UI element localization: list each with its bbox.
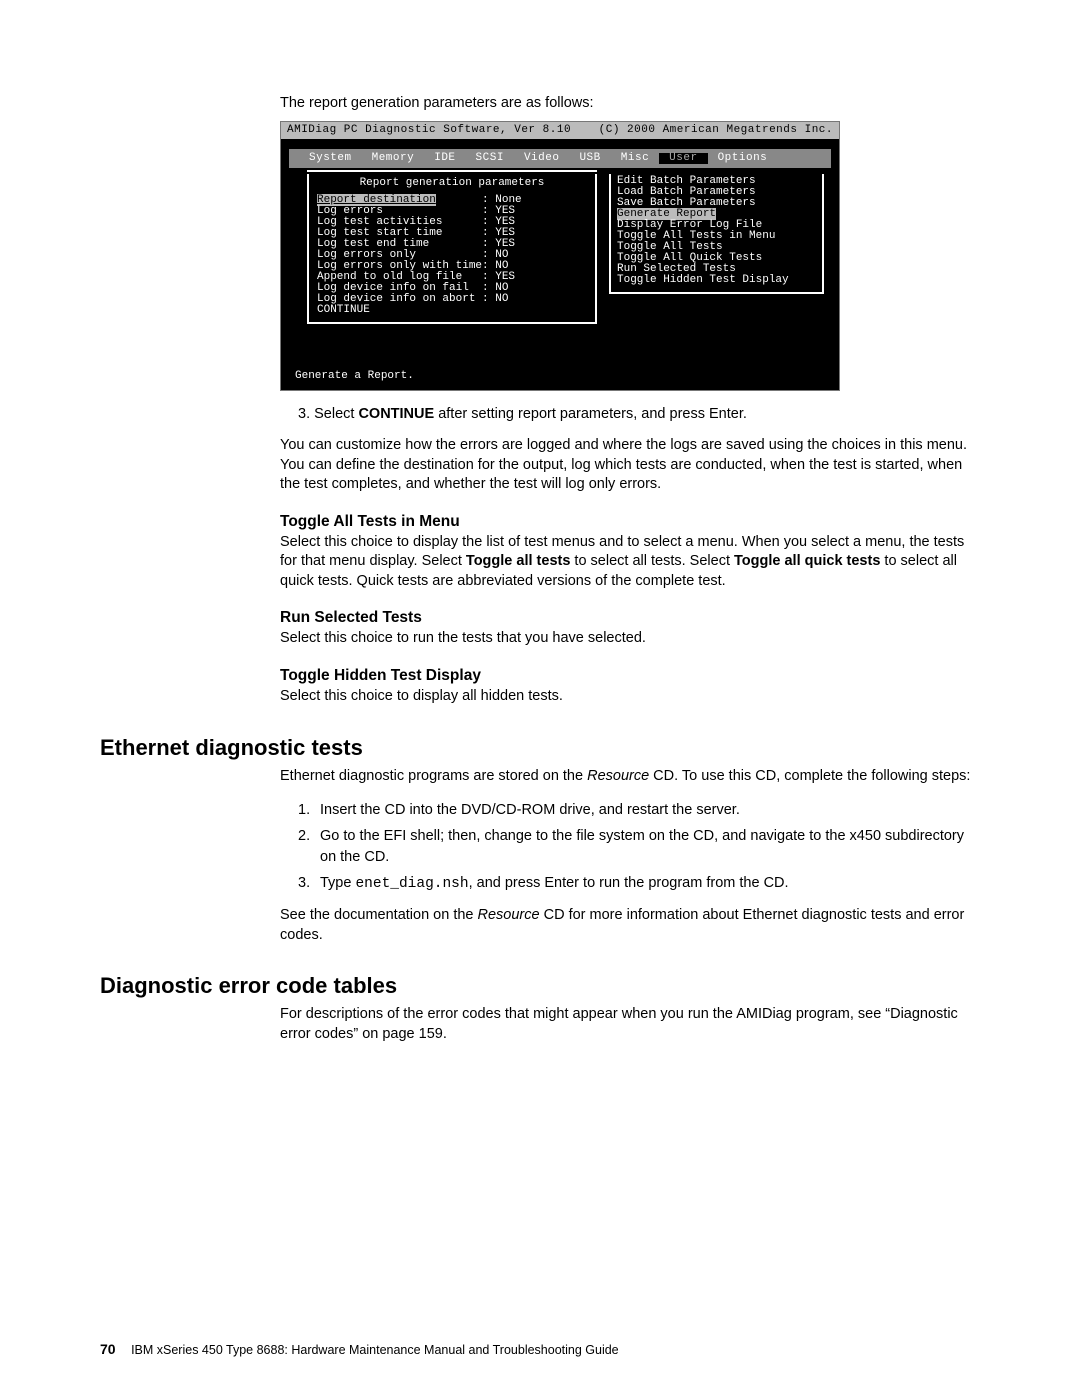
ethernet-outro: See the documentation on the Resource CD…: [280, 906, 980, 945]
heading-toggle-all: Toggle All Tests in Menu: [280, 513, 980, 531]
menu-misc: Misc: [611, 153, 659, 164]
heading-toggle-hidden: Toggle Hidden Test Display: [280, 667, 980, 685]
e-ia: Ethernet diagnostic programs are stored …: [280, 768, 587, 784]
right-panel-lines: Edit Batch Parameters Load Batch Paramet…: [617, 176, 816, 286]
terminal-header: AMIDiag PC Diagnostic Software, Ver 8.10…: [281, 122, 839, 139]
eth-step-1: 1.Insert the CD into the DVD/CD-ROM driv…: [298, 800, 980, 820]
intro-text: The report generation parameters are as …: [280, 95, 980, 111]
term-header-left: AMIDiag PC Diagnostic Software, Ver 8.10: [287, 125, 571, 136]
terminal-screenshot: AMIDiag PC Diagnostic Software, Ver 8.10…: [280, 121, 840, 391]
menu-scsi: SCSI: [466, 153, 514, 164]
eth-step-2: 2.Go to the EFI shell; then, change to t…: [298, 826, 980, 867]
e-ib: CD. To use this CD, complete the followi…: [649, 768, 970, 784]
right-top: Edit Batch Parameters Load Batch Paramet…: [617, 175, 756, 209]
step3-bold: CONTINUE: [358, 406, 434, 422]
menu-video: Video: [514, 153, 570, 164]
page-number: 70: [100, 1341, 116, 1357]
e-oa: See the documentation on the: [280, 907, 478, 923]
menu-options: Options: [708, 153, 778, 164]
e-oi: Resource: [478, 907, 540, 923]
menu-memory: Memory: [362, 153, 425, 164]
left-panel-lines: Report destination : None Log errors : Y…: [317, 195, 587, 316]
menu-ide: IDE: [424, 153, 465, 164]
menu-system: System: [299, 153, 362, 164]
left-panel: Report generation parameters Report dest…: [307, 174, 597, 324]
terminal-menubar: System Memory IDE SCSI Video USB Misc Us…: [289, 149, 831, 168]
eth-li3a: Type: [320, 875, 355, 891]
menu-usb: USB: [569, 153, 610, 164]
customize-para: You can customize how the errors are log…: [280, 436, 980, 495]
toggle-all-para: Select this choice to display the list o…: [280, 533, 980, 592]
ethernet-steps: 1.Insert the CD into the DVD/CD-ROM driv…: [298, 800, 980, 894]
e-ii: Resource: [587, 768, 649, 784]
footer-text: IBM xSeries 450 Type 8688: Hardware Main…: [131, 1343, 619, 1357]
step-3: 3. Select CONTINUE after setting report …: [298, 406, 980, 422]
t-p2: to select all tests. Select: [570, 553, 734, 569]
ethernet-intro: Ethernet diagnostic programs are stored …: [280, 767, 980, 787]
page-footer: 70 IBM xSeries 450 Type 8688: Hardware M…: [100, 1341, 619, 1357]
toggle-hidden-para: Select this choice to display all hidden…: [280, 687, 980, 707]
left-panel-title: Report generation parameters: [356, 178, 549, 189]
eth-li3b: , and press Enter to run the program fro…: [469, 875, 789, 891]
left-rows: Log errors : YES Log test activities : Y…: [317, 205, 515, 316]
menu-user: User: [659, 153, 707, 164]
run-selected-para: Select this choice to run the tests that…: [280, 629, 980, 649]
t-b2: Toggle all quick tests: [734, 553, 880, 569]
step3-suffix: after setting report parameters, and pre…: [434, 406, 747, 422]
eth-step-3: 3.Type enet_diag.nsh, and press Enter to…: [298, 873, 980, 894]
diag-tables-para: For descriptions of the error codes that…: [280, 1005, 980, 1044]
terminal-status: Generate a Report.: [289, 353, 831, 382]
term-header-right: (C) 2000 American Megatrends Inc.: [599, 125, 833, 136]
eth-li3m: enet_diag.nsh: [355, 876, 468, 892]
heading-run-selected: Run Selected Tests: [280, 609, 980, 627]
step3-prefix: 3. Select: [298, 406, 358, 422]
heading-diag-tables: Diagnostic error code tables: [100, 973, 980, 999]
heading-ethernet: Ethernet diagnostic tests: [100, 735, 980, 761]
t-b1: Toggle all tests: [466, 553, 570, 569]
eth-li1: Insert the CD into the DVD/CD-ROM drive,…: [320, 802, 740, 818]
right-panel: Edit Batch Parameters Load Batch Paramet…: [609, 174, 824, 294]
right-bottom: Display Error Log File Toggle All Tests …: [617, 219, 789, 286]
eth-li2: Go to the EFI shell; then, change to the…: [320, 828, 964, 864]
